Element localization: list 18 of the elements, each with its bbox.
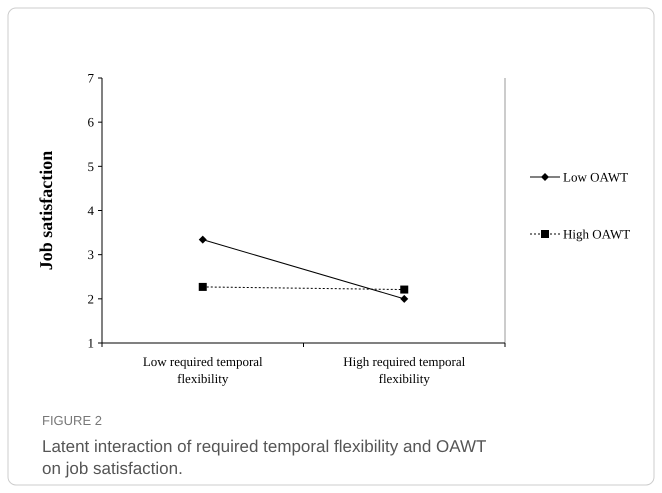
point — [400, 294, 408, 303]
y-tick-label: 4 — [88, 203, 94, 218]
legend-label: Low OAWT — [563, 170, 628, 185]
x-tick-label: Low required temporal flexibility — [142, 354, 264, 386]
point — [198, 236, 207, 244]
point — [400, 286, 408, 294]
y-tick-label: 1 — [88, 336, 94, 351]
legend-label: High OAWT — [563, 226, 630, 242]
point — [198, 282, 207, 291]
y-axis-title: Job satisfaction — [36, 150, 56, 270]
y-tick-label: 2 — [88, 291, 94, 306]
text: Latent interaction of required temporal flexibility and OAWT on job satisfaction. — [42, 437, 486, 478]
y-tick-label: 5 — [88, 158, 94, 174]
y-tick-label: 3 — [88, 247, 94, 262]
caption: FIGURE 2 — [42, 413, 102, 428]
x-tick-label: High required temporal flexibility — [343, 354, 466, 386]
y-tick-label: 6 — [88, 114, 94, 130]
y-tick-label: 7 — [88, 70, 94, 86]
